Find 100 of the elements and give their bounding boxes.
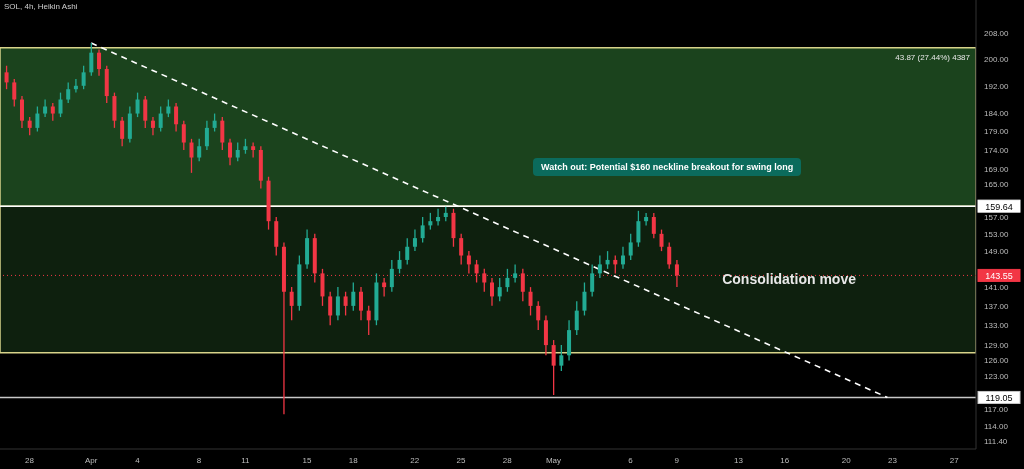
candlestick [574,300,579,336]
x-tick-label: 27 [949,455,960,465]
candlestick [197,138,202,162]
candlestick [513,263,518,284]
candlestick [89,42,94,77]
candlestick [490,277,494,307]
candlestick [397,250,402,275]
candlestick [97,48,102,77]
candlestick [174,102,179,133]
x-tick-label: 18 [348,455,359,465]
candlestick [235,141,240,162]
y-tick-label: 157.00 [984,212,1010,222]
candlestick [536,300,541,331]
x-tick-label: 16 [780,455,790,465]
candlestick [359,286,364,321]
candlestick [343,291,348,317]
candlestick [143,95,148,129]
x-tick-label: 9 [674,455,680,465]
candlestick [335,286,340,321]
candlestick [228,138,233,166]
candlestick [559,344,564,372]
candlestick [158,105,163,133]
y-tick-label: 133.00 [984,321,1010,331]
y-tick-label: 179.00 [984,127,1010,137]
candlestick [497,277,502,302]
candlestick [644,212,649,227]
x-tick-label: 8 [196,455,202,465]
y-tick-label: 126.00 [984,356,1010,366]
band-label: Consolidation move [722,271,857,288]
y-tick-label: 153.00 [984,229,1010,239]
candlestick [597,254,602,279]
y-tick-label: 123.00 [984,372,1010,381]
y-tick-label: 141.00 [984,282,1010,292]
candlestick [528,286,533,317]
candlestick [19,95,24,129]
ref-line-label: 159.64 [985,201,1013,212]
y-tick-label: 174.00 [984,145,1010,155]
candlestick [189,138,194,174]
x-tick-label: 11 [241,455,250,465]
y-tick-label: 208.00 [984,29,1010,39]
x-tick-label: 6 [628,455,634,465]
candlestick [436,208,441,227]
candlestick [204,120,209,151]
ref-line-label: 119.05 [985,392,1013,403]
candlestick [667,241,672,270]
candlestick [651,212,656,239]
x-tick-label: 25 [456,455,467,465]
y-tick-label: 184.00 [984,109,1010,119]
candlestick [58,91,63,118]
candlestick [351,281,356,312]
candlestick [382,277,387,298]
y-tick-label: 117.00 [984,404,1009,414]
candlestick [636,210,641,248]
candlestick [420,216,425,244]
x-tick-label: 20 [841,455,852,465]
candlestick [135,91,140,118]
x-tick-label: Apr [84,455,98,465]
candlestick [81,65,86,90]
candlestick [366,305,371,336]
ref-line-label: 143.55 [985,270,1013,281]
candlestick [659,228,664,252]
candlestick [66,81,71,104]
candlestick [405,237,410,266]
y-tick-label: 137.00 [984,301,1010,311]
y-tick-label: 192.00 [984,81,1010,91]
candlestick [620,246,625,270]
candlestick [389,259,394,293]
candlestick [466,250,471,275]
chart-title: SOL, 4h, Heikin Ashi [4,2,78,11]
candlestick [412,228,417,252]
candlestick [590,263,595,298]
x-tick-label: 23 [888,455,898,465]
x-tick-label: May [545,455,562,465]
y-tick-label: 169.00 [984,164,1010,174]
candlestick [27,116,32,136]
band-label: 43.87 (27.44%) 4387 [895,52,971,62]
candlestick [150,116,155,136]
candlestick [251,141,256,159]
x-tick-label: 22 [410,455,420,465]
candlestick [582,281,587,317]
x-tick-label: 4 [135,455,141,465]
x-tick-label: 15 [302,455,312,465]
x-tick-label: 28 [25,455,35,465]
candlestick [289,286,294,321]
candlestick [12,78,17,108]
x-tick-label: 13 [733,455,744,465]
candlestick [181,120,186,151]
candlestick [120,116,125,147]
y-tick-label: 129.00 [984,340,1010,350]
y-tick-label: 200.00 [984,55,1010,65]
y-tick-label: 149.00 [984,246,1010,256]
candlestick [220,116,225,151]
candlestick [551,339,556,396]
y-tick-label: 165.00 [984,180,1010,190]
candlestick [505,268,510,293]
candlestick [4,65,9,90]
candlestick [628,233,633,261]
candlestick [35,105,40,133]
y-tick-label: 114.00 [984,421,1009,431]
annotation: Watch out: Potential $160 neckline breakout for swing long [533,158,802,176]
